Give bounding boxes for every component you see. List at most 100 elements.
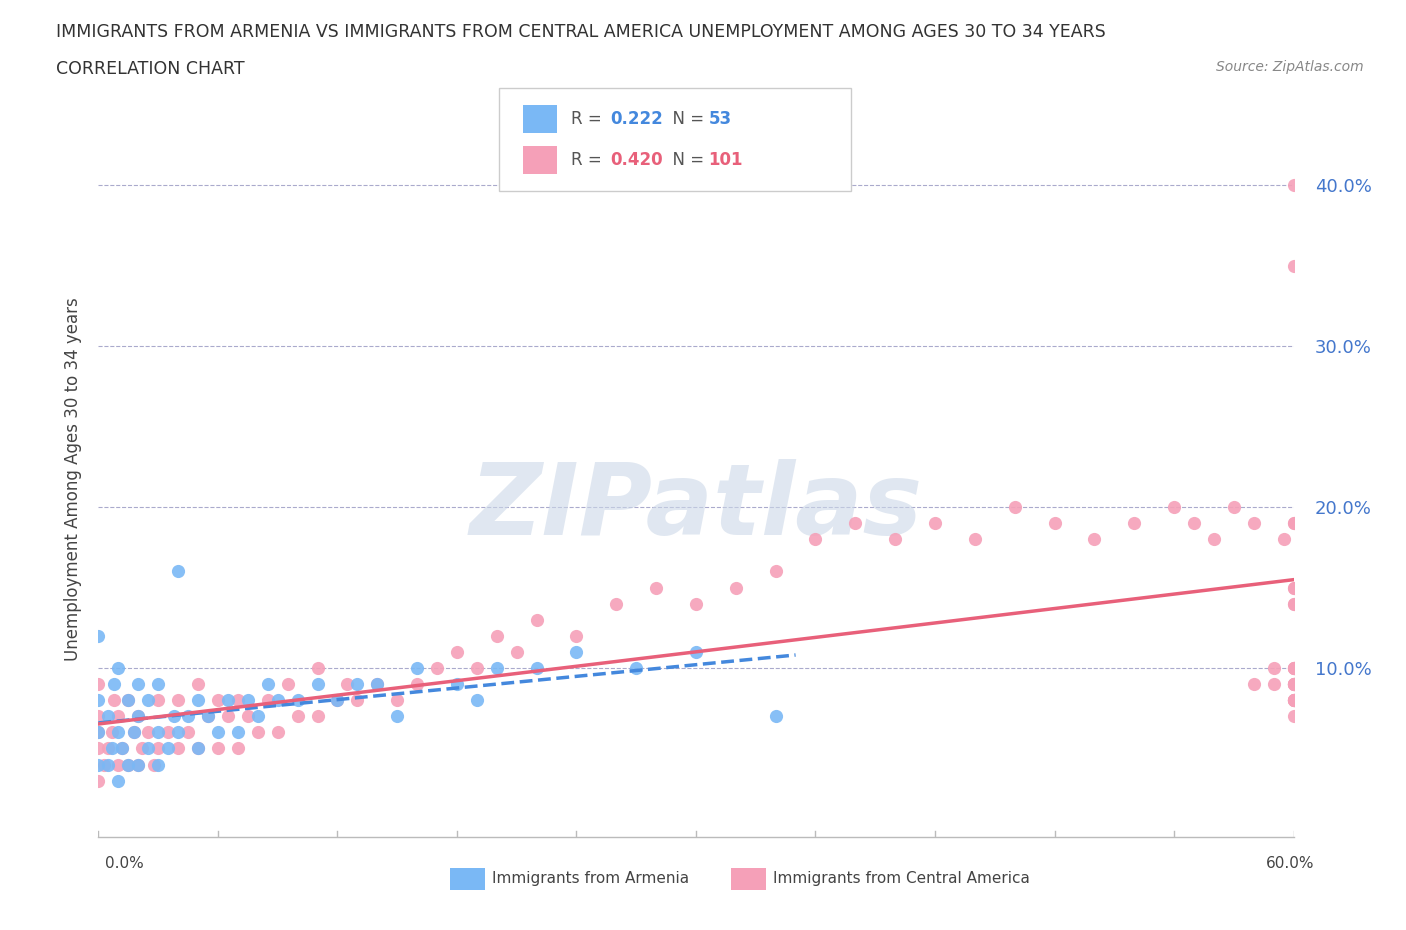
Point	[117, 693, 139, 708]
Point	[177, 725, 200, 740]
Point	[1282, 660, 1305, 675]
Point	[97, 741, 120, 756]
Point	[963, 532, 986, 547]
Point	[1282, 677, 1305, 692]
Text: R =: R =	[571, 151, 607, 169]
Text: ZIPatlas: ZIPatlas	[470, 459, 922, 556]
Point	[1282, 596, 1305, 611]
Point	[526, 612, 548, 627]
Point	[605, 596, 627, 611]
Point	[1043, 516, 1066, 531]
Point	[187, 741, 209, 756]
Point	[804, 532, 827, 547]
Point	[207, 725, 229, 740]
Point	[685, 596, 707, 611]
Point	[307, 677, 329, 692]
Point	[385, 693, 409, 708]
Point	[148, 725, 170, 740]
Point	[187, 693, 209, 708]
Point	[1123, 516, 1146, 531]
Point	[565, 644, 588, 659]
Point	[87, 741, 110, 756]
Point	[111, 741, 134, 756]
Point	[117, 757, 139, 772]
Point	[485, 660, 508, 675]
Point	[187, 741, 209, 756]
Point	[148, 693, 170, 708]
Point	[366, 677, 388, 692]
Point	[465, 693, 488, 708]
Point	[107, 725, 129, 740]
Point	[1282, 596, 1305, 611]
Point	[107, 773, 129, 788]
Point	[148, 757, 170, 772]
Point	[177, 709, 200, 724]
Text: Immigrants from Armenia: Immigrants from Armenia	[492, 871, 689, 886]
Point	[1243, 516, 1265, 531]
Point	[207, 741, 229, 756]
Point	[127, 677, 149, 692]
Point	[187, 677, 209, 692]
Point	[1282, 580, 1305, 595]
Point	[1282, 693, 1305, 708]
Point	[124, 725, 146, 740]
Point	[1004, 499, 1026, 514]
Point	[385, 709, 409, 724]
Point	[1182, 516, 1205, 531]
Point	[336, 677, 359, 692]
Point	[163, 709, 186, 724]
Text: IMMIGRANTS FROM ARMENIA VS IMMIGRANTS FROM CENTRAL AMERICA UNEMPLOYMENT AMONG AG: IMMIGRANTS FROM ARMENIA VS IMMIGRANTS FR…	[56, 23, 1107, 41]
Point	[1282, 677, 1305, 692]
Point	[346, 693, 368, 708]
Point	[256, 693, 278, 708]
Text: 0.0%: 0.0%	[105, 856, 145, 870]
Point	[1282, 693, 1305, 708]
Point	[167, 725, 190, 740]
Point	[1282, 516, 1305, 531]
Point	[217, 693, 239, 708]
Point	[1282, 709, 1305, 724]
Point	[287, 709, 309, 724]
Point	[87, 773, 110, 788]
Text: 0.222: 0.222	[610, 110, 664, 128]
Point	[1282, 660, 1305, 675]
Point	[884, 532, 907, 547]
Point	[117, 757, 139, 772]
Point	[406, 660, 429, 675]
Point	[236, 693, 259, 708]
Point	[97, 757, 120, 772]
Text: Immigrants from Central America: Immigrants from Central America	[773, 871, 1031, 886]
Y-axis label: Unemployment Among Ages 30 to 34 years: Unemployment Among Ages 30 to 34 years	[63, 297, 82, 661]
Point	[136, 725, 159, 740]
Point	[565, 629, 588, 644]
Point	[1282, 677, 1305, 692]
Point	[1282, 580, 1305, 595]
Point	[1282, 660, 1305, 675]
Point	[124, 725, 146, 740]
Point	[1282, 178, 1305, 193]
Point	[724, 580, 747, 595]
Point	[103, 693, 125, 708]
Point	[157, 741, 180, 756]
Point	[326, 693, 349, 708]
Point	[246, 709, 269, 724]
Point	[1083, 532, 1105, 547]
Point	[267, 693, 290, 708]
Point	[101, 725, 124, 740]
Point	[307, 709, 329, 724]
Point	[136, 693, 159, 708]
Point	[127, 757, 149, 772]
Point	[1272, 532, 1295, 547]
Point	[1282, 693, 1305, 708]
Point	[1282, 693, 1305, 708]
Point	[1282, 516, 1305, 531]
Point	[924, 516, 946, 531]
Point	[465, 660, 488, 675]
Point	[406, 677, 429, 692]
Point	[446, 644, 468, 659]
Text: R =: R =	[571, 110, 607, 128]
Point	[143, 757, 166, 772]
Point	[157, 725, 180, 740]
Text: CORRELATION CHART: CORRELATION CHART	[56, 60, 245, 78]
Point	[87, 693, 110, 708]
